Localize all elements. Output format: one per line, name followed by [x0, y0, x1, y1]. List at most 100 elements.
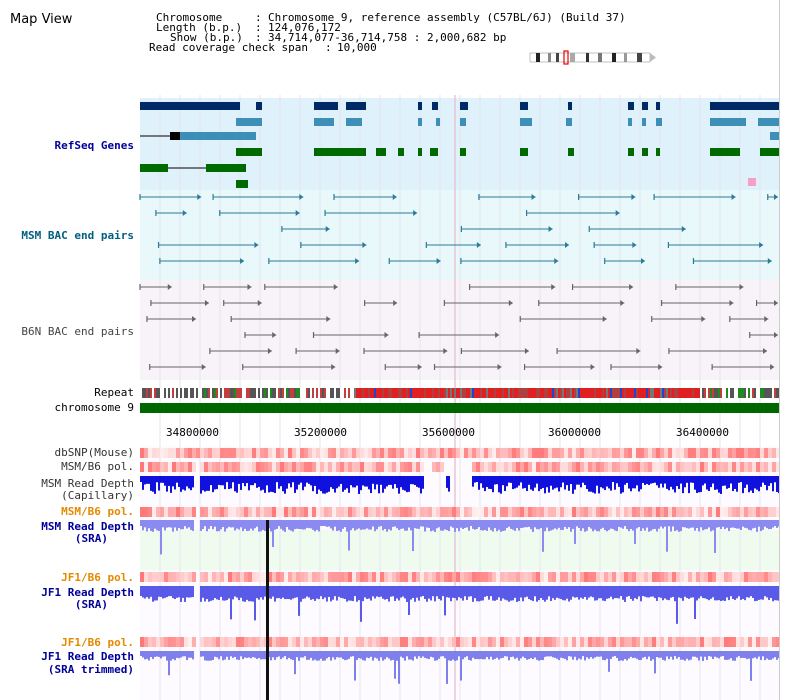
heatmap-tracks[interactable] [140, 448, 780, 647]
jf1-sra-depth-bar [286, 586, 288, 599]
repeat-cell [682, 388, 684, 398]
msm-pol2-heat-cell [296, 507, 300, 517]
jf1-sra-depth-bar [518, 586, 520, 602]
repeat-track[interactable] [142, 388, 780, 398]
jf1-sra-depth-bar [320, 586, 322, 597]
msm-sra-depth-bar [316, 520, 318, 530]
msm-sra-depth-bar [510, 520, 512, 529]
jf1-pol-heat-cell [596, 572, 600, 582]
jf1-pol2-heat-cell [592, 637, 596, 647]
jf1-sra-depth-bar [160, 586, 162, 597]
gene-feature [140, 102, 240, 110]
dbsnp-heat-cell [488, 448, 492, 458]
jf1-pol2-heat-cell [768, 637, 772, 647]
msm-depth-sra-label-2: (SRA) [75, 532, 108, 545]
jf1-pol-heat-cell [324, 572, 328, 582]
dbsnp-heat-cell [220, 448, 224, 458]
check-span-sep: : [325, 41, 332, 54]
msm-pol2-heat-cell [568, 507, 572, 517]
msm-sra-depth-bar [430, 520, 432, 532]
jf1-trim-depth-bar [338, 651, 340, 658]
jf1-trim-depth-bar [156, 651, 158, 657]
msm-sra-depth-bar [654, 520, 656, 529]
msm-cap-depth-bar [730, 476, 732, 484]
msm-sra-depth-bar [504, 520, 506, 531]
jf1-sra-depth-bar [364, 586, 366, 598]
jf1-trim-depth-bar [684, 651, 686, 661]
msm-pol-heat-cell [756, 462, 760, 472]
jf1-pol2-heat-cell [228, 637, 232, 647]
jf1-trim-depth-bar [598, 651, 600, 657]
msm-pol2-heat-cell [272, 507, 276, 517]
jf1-trim-depth-bar [710, 651, 712, 657]
jf1-trim-depth-bar [548, 651, 550, 657]
jf1-trim-depth-bar [470, 651, 472, 661]
msm-sra-depth-bar [218, 520, 220, 532]
jf1-trim-depth-bar [624, 651, 626, 660]
jf1-pol2-heat-cell [752, 637, 756, 647]
msm-cap-depth-bar [662, 476, 664, 488]
jf1-pol2-heat-cell [536, 637, 540, 647]
msm-pol-heat-cell [344, 462, 348, 472]
repeat-cell [166, 388, 168, 398]
msm-sra-depth-bar [344, 520, 346, 528]
jf1-pol2-heat-cell [404, 637, 408, 647]
chromosome-ideogram[interactable] [529, 50, 656, 65]
jf1-sra-depth-bar [348, 586, 350, 601]
repeat-cell [210, 388, 212, 398]
msm-pol-heat-cell [532, 462, 536, 472]
repeat-cell [628, 388, 630, 398]
jf1-pol2-heat-cell [604, 637, 608, 647]
msm-sra-depth-bar [764, 520, 766, 527]
msm-pol2-heat-cell [600, 507, 604, 517]
jf1-pol-heat-cell [524, 572, 528, 582]
msm-sra-depth-bar [548, 520, 550, 532]
dbsnp-heat-cell [424, 448, 428, 458]
jf1-sra-depth-bar [676, 586, 678, 624]
refseq-genes-track[interactable] [140, 102, 780, 188]
jf1-pol-heat-cell [188, 572, 192, 582]
msm-pol-heat-cell [140, 462, 144, 472]
repeat-cell [726, 388, 728, 398]
msm-cap-depth-bar [314, 476, 316, 486]
dbsnp-heat-cell [420, 448, 424, 458]
msm-pol2-heat-cell [580, 507, 584, 517]
jf1-trim-depth-bar [496, 651, 498, 658]
jf1-trim-depth-bar [264, 651, 266, 660]
dbsnp-heat-cell [596, 448, 600, 458]
repeat-cell [154, 388, 156, 398]
msm-cap-depth-bar [204, 476, 206, 492]
msm-sra-depth-bar [396, 520, 398, 529]
jf1-sra-depth-bar [546, 586, 548, 600]
msm-sra-depth-bar [300, 520, 302, 530]
jf1-trim-depth-bar [204, 651, 206, 661]
jf1-trim-depth-bar [546, 651, 548, 657]
msm-cap-depth-bar [266, 476, 268, 486]
msm-pol2-heat-cell [336, 507, 340, 517]
depth-tracks[interactable] [140, 476, 780, 684]
b6n-bac-pair-arrow [774, 332, 778, 338]
msm-pol2-heat-cell [432, 507, 436, 517]
jf1-sra-depth-bar [382, 586, 384, 599]
msm-sra-depth-bar [686, 520, 688, 529]
msm-bac-track[interactable] [139, 194, 778, 264]
msm-pol-heat-cell [736, 462, 740, 472]
b6n-bac-track[interactable] [139, 284, 778, 370]
length-value: 124,076,172 [268, 21, 341, 34]
msm-pol-heat-cell [616, 462, 620, 472]
jf1-trim-depth-bar [450, 651, 452, 661]
msm-cap-depth-bar [278, 476, 280, 489]
jf1-sra-depth-bar [736, 586, 738, 599]
msm-sra-depth-bar [644, 520, 646, 531]
jf1-pol-heat-cell [428, 572, 432, 582]
msm-cap-depth-bar [324, 476, 326, 494]
msm-cap-depth-bar [718, 476, 720, 493]
jf1-pol-heat-cell [224, 572, 228, 582]
repeat-cell [478, 388, 480, 398]
msm-sra-depth-bar [426, 520, 428, 528]
repeat-cell [310, 388, 312, 398]
jf1-pol2-heat-cell [480, 637, 484, 647]
jf1-sra-depth-bar [276, 586, 278, 599]
jf1-sra-depth-bar [656, 586, 658, 601]
